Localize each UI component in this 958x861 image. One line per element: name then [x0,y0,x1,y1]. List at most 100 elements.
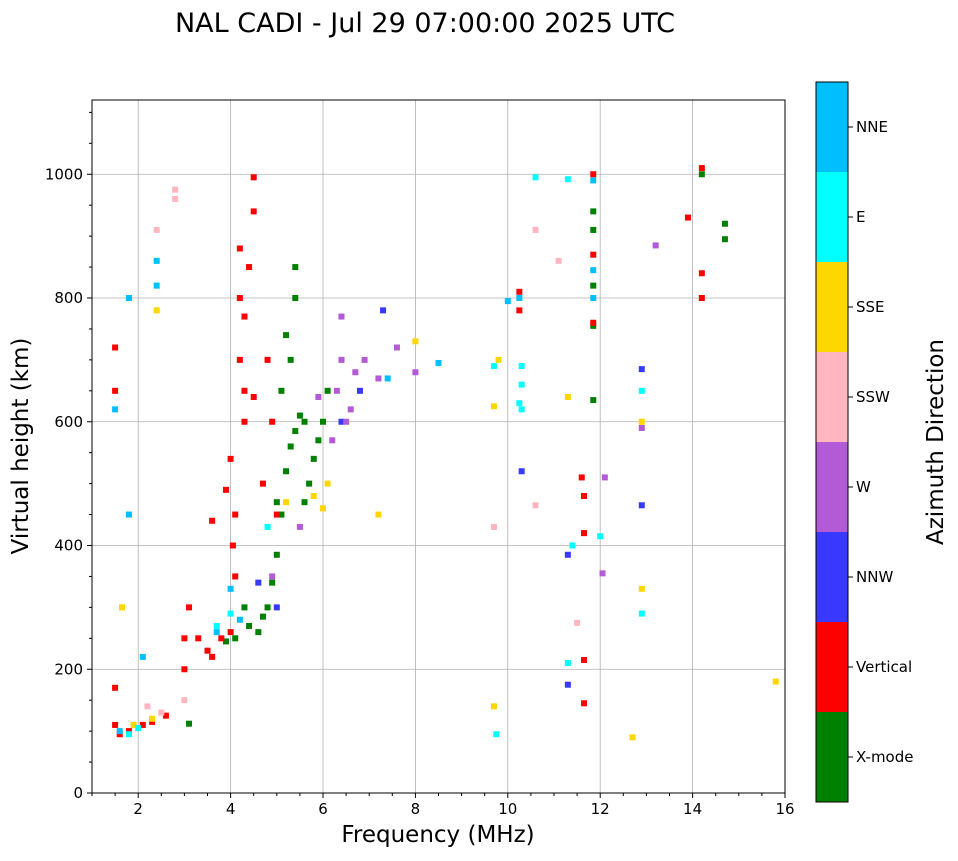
y-axis-label: Virtual height (km) [8,338,34,555]
colorbar-tick-label: NNW [856,568,893,586]
data-point-w [375,375,382,382]
data-point-ssw [153,226,160,233]
data-point-vertical [241,418,248,425]
data-point-x-mode [320,418,326,425]
data-point-nnw [338,418,345,425]
data-point-w [599,570,606,577]
colorbar-segment [816,442,848,532]
data-point-x-mode [255,629,262,636]
data-point-x-mode [232,635,239,642]
data-point-vertical [181,635,188,642]
data-point-vertical [186,604,193,611]
data-point-vertical [232,573,239,580]
data-point-nnw [638,502,645,509]
data-point-w [296,523,303,530]
data-point-sse [638,585,645,592]
data-point-w [412,369,419,376]
colorbar: X-mode Vertical NNW W SSW SSE E NNE [815,81,913,803]
data-point-vertical [516,307,523,314]
data-point-vertical [578,474,585,481]
data-point-vertical [259,480,266,487]
x-axis-label: Frequency (MHz) [341,822,534,848]
data-point-e [564,176,571,183]
y-tick-label: 0 [73,784,83,802]
data-point-ssw [172,196,179,202]
data-point-vertical [222,486,229,493]
data-point-vertical [273,511,280,518]
data-point-ssw [181,697,188,704]
data-point-nne [125,511,132,518]
data-point-nne [125,295,132,301]
data-point-ssw [555,257,562,264]
y-tick-label: 200 [54,660,83,678]
data-point-x-mode [306,480,313,487]
data-point-vertical [581,700,588,707]
data-point-sse [490,403,497,410]
colorbar-segment [816,352,848,442]
data-point-x-mode [273,551,280,558]
data-point-x-mode [301,418,308,425]
data-point-x-mode [292,428,299,435]
data-point-x-mode [721,220,728,227]
data-point-nne [504,298,511,305]
data-point-nne [590,177,597,184]
plot-area [92,100,785,793]
data-point-vertical [116,731,123,738]
data-point-w [601,474,608,481]
colorbar-tick-label: Vertical [856,658,912,676]
data-point-vertical [264,356,271,363]
data-point-w [333,387,340,394]
data-point-nne [112,406,119,413]
data-point-ssw [532,226,539,233]
data-point-e [490,363,497,370]
data-point-vertical [112,721,119,728]
data-point-x-mode [283,332,290,339]
data-point-vertical [590,171,597,178]
colorbar-segment [816,712,848,802]
data-point-w [329,437,336,444]
data-point-nne [236,616,243,623]
colorbar-tick-label: SSE [856,298,885,316]
colorbar-tick-label: W [856,478,871,496]
data-point-e [638,387,645,394]
data-point-ssw [532,502,539,509]
colorbar-tick-label: E [856,208,865,226]
y-tick-label: 600 [54,413,83,431]
colorbar-segment [816,172,848,262]
data-point-vertical [218,635,225,642]
data-point-vertical [125,728,132,735]
data-point-x-mode [264,604,271,611]
x-tick-label: 4 [226,800,236,818]
data-points [112,165,779,741]
data-point-x-mode [278,387,285,394]
data-point-vertical [112,684,119,691]
data-point-vertical [590,251,597,258]
data-point-ssw [158,709,165,716]
data-point-vertical [241,387,248,394]
data-point-vertical [227,629,234,636]
data-point-x-mode [698,171,705,178]
data-point-w [347,406,354,413]
data-point-vertical [590,319,597,326]
colorbar-tick-label: SSW [856,388,890,406]
data-point-nne [116,728,123,735]
data-point-e [518,406,525,413]
data-point-nne [153,282,160,289]
data-point-vertical [698,295,705,301]
data-point-ssw [490,523,497,530]
data-point-e [493,731,500,738]
data-point-w [638,424,645,431]
data-point-e [564,660,571,667]
data-point-x-mode [590,397,597,404]
data-point-nne [590,295,597,301]
data-point-sse [772,678,779,685]
data-point-x-mode [590,208,597,215]
data-point-ssw [172,186,179,193]
data-point-x-mode [310,455,317,462]
data-point-e [213,622,220,629]
data-point-vertical [204,647,211,654]
data-point-w [338,356,345,363]
data-point-sse [119,604,126,611]
data-point-e [227,610,234,617]
data-point-vertical [139,721,146,728]
